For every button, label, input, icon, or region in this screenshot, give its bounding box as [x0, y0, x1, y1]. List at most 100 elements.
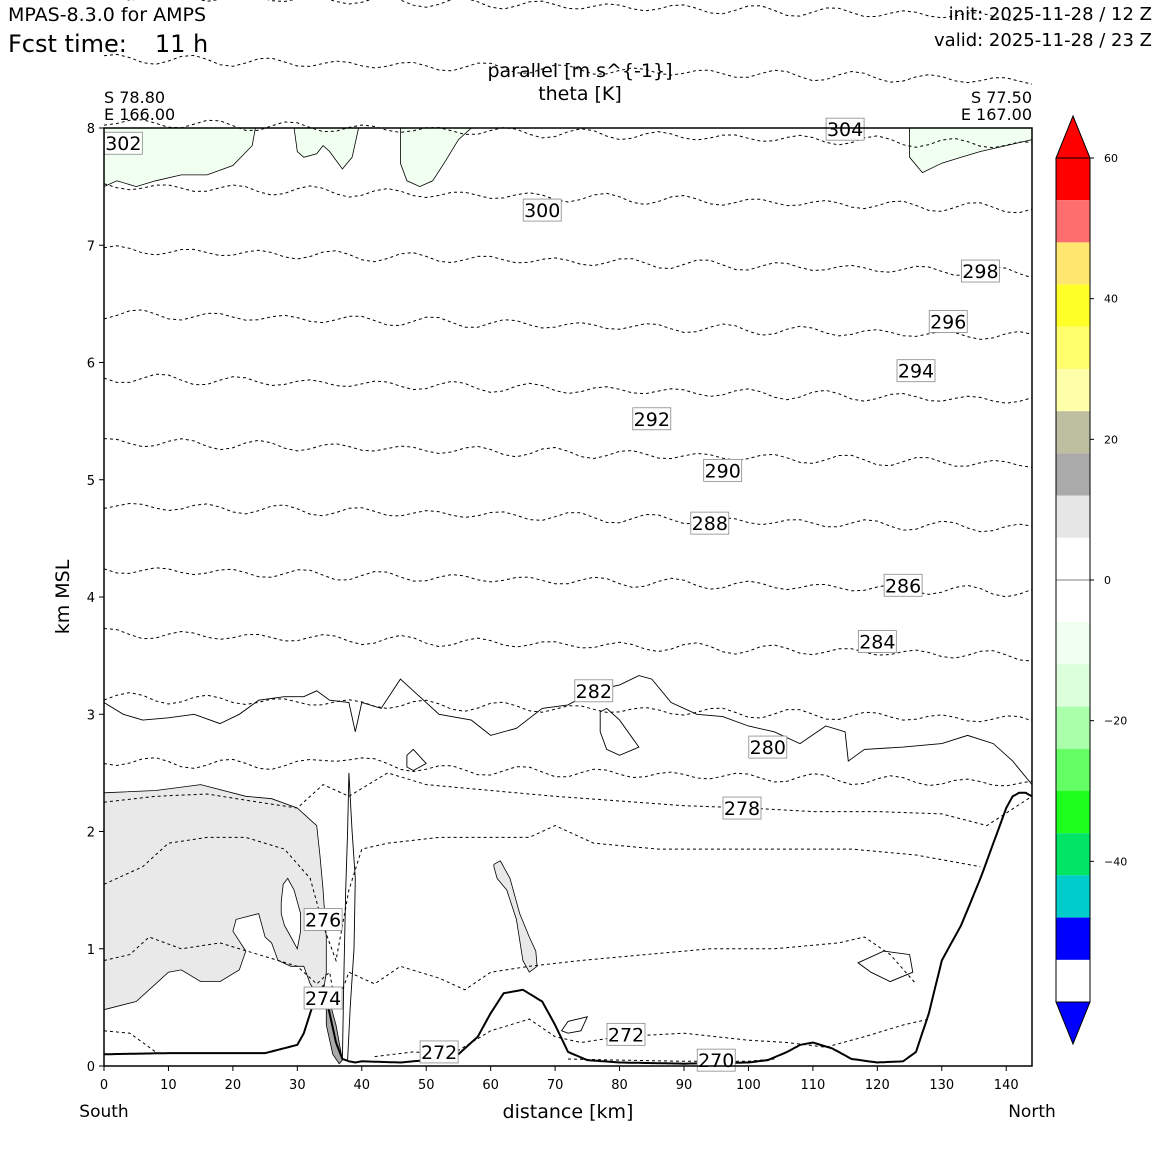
forecast-time: Fcst time: 11 h [8, 30, 208, 58]
theta-label-text: 284 [859, 632, 895, 654]
theta-label-box [522, 198, 562, 222]
theta-label-300: 300 [522, 198, 562, 222]
theta-label-box [606, 1022, 646, 1046]
x-tick-label: 90 [676, 1078, 693, 1093]
theta-label-288: 288 [690, 511, 730, 535]
theta-contour-280 [103, 757, 1033, 787]
theta-label-270: 270 [696, 1048, 736, 1072]
x-axis-right-endpoint: North [1008, 1102, 1056, 1122]
theta-label-276: 276 [303, 908, 343, 931]
theta-label-box [574, 679, 614, 703]
theta-label-box [419, 1040, 459, 1064]
colorbar-segment [1056, 791, 1090, 834]
theta-label-box [748, 735, 788, 759]
valid-time: valid: 2025-11-28 / 23 Z [934, 30, 1152, 51]
x-tick-label: 70 [547, 1078, 564, 1093]
theta-label-text: 276 [305, 909, 341, 931]
wind-region-grey-central [493, 860, 538, 973]
wind-closed-contour-1 [599, 707, 640, 756]
theta-contour-282 [103, 692, 1033, 723]
theta-contour-290 [103, 438, 1033, 468]
y-tick-label: 3 [87, 708, 95, 723]
colorbar-min-arrow [1055, 1001, 1091, 1046]
theta-label-302: 302 [103, 131, 143, 155]
x-tick-label: 40 [354, 1078, 371, 1093]
colorbar-tick-label: 60 [1104, 152, 1118, 165]
y-tick-label: 2 [87, 826, 95, 841]
theta-contour-292 [103, 373, 1033, 404]
x-tick-label: 20 [225, 1078, 242, 1093]
theta-label-text: 300 [524, 200, 560, 222]
y-tick-label: 5 [87, 474, 95, 489]
theta-label-box [883, 573, 923, 597]
x-tick-label: 0 [100, 1078, 108, 1093]
theta-label-text: 288 [692, 513, 728, 535]
theta-contour-low-278-0 [103, 772, 1033, 827]
wind-contour-ridge [341, 772, 356, 1061]
theta-label-280: 280 [748, 735, 788, 759]
wind-closed-contour-2 [406, 748, 427, 772]
theta-label-box [632, 407, 672, 431]
forecast-time-label: Fcst time: [8, 30, 127, 58]
right-endpoint-coords: S 77.50 E 167.00 [961, 89, 1032, 123]
theta-label-272: 272 [419, 1040, 459, 1064]
theta-label-box [303, 986, 343, 1010]
colorbar-max-arrow [1055, 114, 1091, 159]
x-tick-label: 130 [929, 1078, 954, 1093]
theta-label-text: 272 [608, 1024, 644, 1046]
terrain-profile [103, 791, 1033, 1065]
x-tick-label: 80 [611, 1078, 628, 1093]
colorbar-segment [1056, 706, 1090, 749]
left-endpoint-lat: S 78.80 [104, 88, 166, 107]
x-tick-label: 60 [482, 1078, 499, 1093]
left-endpoint-coords: S 78.80 E 166.00 [104, 89, 175, 123]
theta-label-text: 290 [705, 460, 741, 482]
model-name: MPAS-8.3.0 for AMPS [8, 4, 207, 26]
y-tick-label: 8 [87, 122, 95, 137]
colorbar-segment [1056, 664, 1090, 707]
theta-label-box [961, 259, 1000, 283]
chart-title-theta: theta [K] [538, 83, 622, 105]
theta-label-290: 290 [703, 458, 743, 482]
x-tick-label: 110 [800, 1078, 825, 1093]
theta-label-box [825, 117, 865, 141]
y-tick-label: 7 [87, 239, 95, 254]
theta-label-box [857, 630, 897, 653]
theta-contour-low-270-5 [567, 1058, 775, 1062]
theta-label-282: 282 [574, 679, 614, 703]
colorbar-segment [1056, 580, 1090, 623]
y-axis-label: km MSL [52, 559, 74, 634]
wind-closed-contour-4 [560, 1016, 589, 1034]
colorbar-tick-label: 0 [1104, 574, 1111, 587]
theta-label-text: 298 [962, 261, 998, 283]
colorbar-segment [1056, 453, 1090, 496]
theta-contour-286 [103, 567, 1033, 598]
theta-label-294: 294 [896, 359, 936, 383]
colorbar-segment [1056, 284, 1090, 327]
colorbar-segment [1056, 411, 1090, 454]
colorbar-segment [1056, 622, 1090, 665]
x-tick-label: 120 [865, 1078, 890, 1093]
wind-region-green-top [293, 127, 360, 170]
x-tick-label: 50 [418, 1078, 435, 1093]
y-tick-label: 1 [87, 943, 95, 958]
colorbar-segment [1056, 495, 1090, 538]
chart-title-parallel: parallel [m s^{-1}] [487, 60, 673, 82]
theta-label-274: 274 [303, 986, 343, 1010]
colorbar-segment [1056, 369, 1090, 412]
theta-label-298: 298 [961, 259, 1000, 283]
x-axis-left-endpoint: South [79, 1102, 128, 1122]
y-tick-label: 6 [87, 357, 95, 372]
theta-contour-284 [103, 628, 1033, 662]
left-endpoint-lon: E 166.00 [104, 105, 176, 124]
x-tick-label: 100 [736, 1078, 761, 1093]
colorbar-segment [1056, 748, 1090, 791]
theta-label-272: 272 [606, 1022, 646, 1046]
theta-contour-302 [103, 53, 1033, 85]
theta-label-box [303, 908, 343, 931]
forecast-time-value: 11 h [154, 30, 209, 58]
wind-region-green-topright [909, 127, 1033, 174]
theta-label-text: 292 [634, 409, 670, 431]
x-tick-label: 10 [160, 1078, 177, 1093]
